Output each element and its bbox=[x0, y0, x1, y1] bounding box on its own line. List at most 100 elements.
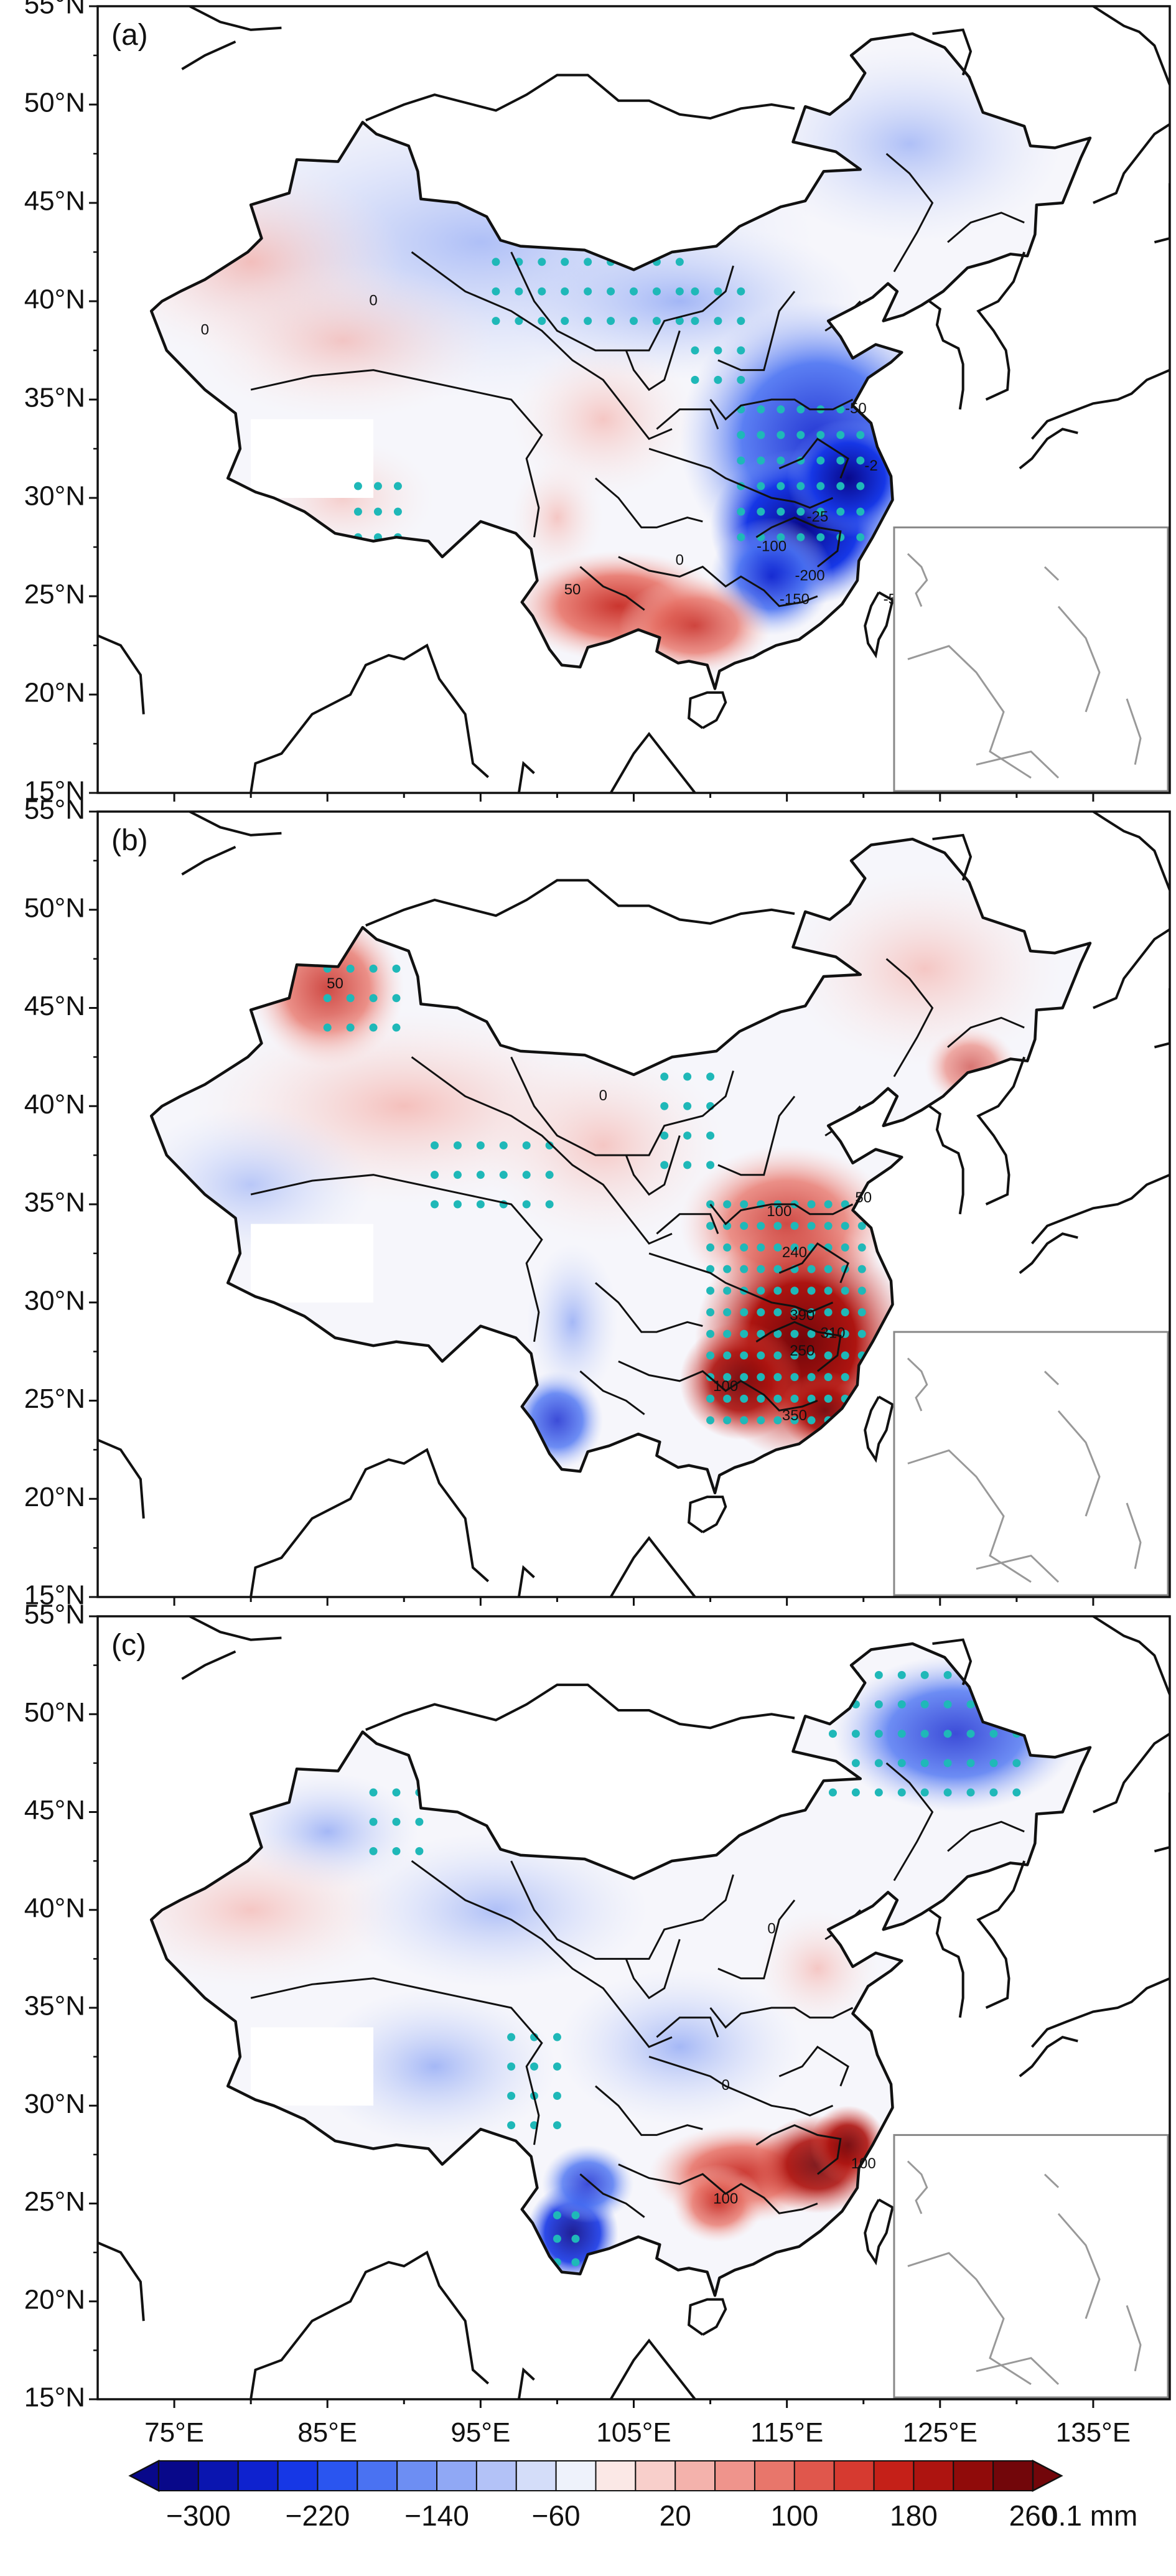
dot bbox=[828, 1700, 837, 1709]
dot bbox=[796, 533, 805, 541]
border-line bbox=[98, 2241, 145, 2321]
dot bbox=[757, 1243, 765, 1252]
contour-label: 0 bbox=[201, 322, 209, 339]
province-line bbox=[885, 152, 934, 273]
dot bbox=[706, 1416, 715, 1425]
lat-tick-label: 45°N bbox=[24, 186, 85, 217]
dot bbox=[828, 1788, 837, 1797]
dot bbox=[660, 1102, 669, 1110]
colorbar-swatch bbox=[436, 2460, 477, 2491]
dot bbox=[723, 1373, 732, 1382]
lat-tick-label: 55°N bbox=[24, 795, 85, 825]
dot bbox=[740, 1243, 749, 1252]
dot bbox=[522, 1141, 531, 1150]
map-panel-c: 0 100 100 0 15°N 20°N 25°N 30°N 35°N 40°N 45°N 50°N… bbox=[24, 1599, 1171, 2413]
dot bbox=[737, 287, 745, 296]
dot bbox=[757, 1416, 765, 1425]
dot bbox=[538, 317, 546, 326]
inset-line bbox=[1057, 606, 1101, 713]
province-line bbox=[625, 1135, 681, 1196]
dot bbox=[652, 317, 661, 326]
dot bbox=[706, 1308, 715, 1317]
panel-label: (a) bbox=[111, 19, 148, 52]
contour-label: 100 bbox=[713, 1378, 738, 1395]
contour-label: 50 bbox=[855, 1189, 872, 1206]
anomaly-blob bbox=[925, 1028, 1017, 1107]
dot bbox=[874, 1730, 883, 1738]
dot bbox=[723, 1394, 732, 1403]
border-line bbox=[250, 2250, 490, 2399]
dot bbox=[545, 1171, 554, 1179]
border-line bbox=[189, 6, 282, 31]
dot bbox=[507, 2062, 516, 2071]
dot bbox=[346, 994, 355, 1003]
dot bbox=[740, 1329, 749, 1338]
china-border bbox=[149, 32, 1092, 690]
colorbar-swatch bbox=[357, 2460, 398, 2491]
dot bbox=[790, 1329, 799, 1338]
dot bbox=[369, 964, 378, 973]
dot bbox=[453, 1200, 462, 1209]
border-line bbox=[365, 73, 795, 122]
dot bbox=[737, 317, 745, 326]
dot bbox=[790, 1308, 799, 1317]
dot bbox=[757, 405, 765, 414]
anomaly-blob bbox=[541, 2145, 634, 2223]
dot bbox=[723, 1265, 732, 1273]
dot bbox=[824, 1265, 833, 1273]
dot bbox=[346, 964, 355, 973]
lat-tick-label: 30°N bbox=[24, 481, 85, 512]
province-line bbox=[755, 1321, 842, 1372]
border-line bbox=[928, 1909, 964, 2018]
dot bbox=[841, 1222, 849, 1230]
dot bbox=[807, 1373, 816, 1382]
colorbar-swatch bbox=[237, 2460, 279, 2491]
border-line bbox=[517, 761, 535, 793]
dot bbox=[824, 1373, 833, 1382]
province-line bbox=[656, 2016, 719, 2038]
colorbar-swatch bbox=[158, 2460, 199, 2491]
dot bbox=[897, 1730, 906, 1738]
dot bbox=[807, 1329, 816, 1338]
lat-tick-label: 55°N bbox=[24, 0, 85, 20]
dot bbox=[683, 1161, 692, 1169]
dot bbox=[943, 1670, 952, 1679]
lat-tick-label: 25°N bbox=[24, 2186, 85, 2217]
dot bbox=[851, 1730, 860, 1738]
dot bbox=[836, 456, 845, 465]
province-line bbox=[625, 1939, 681, 2000]
dot bbox=[740, 1351, 749, 1360]
dot bbox=[737, 456, 745, 465]
lat-tick-label: 40°N bbox=[24, 1089, 85, 1120]
border-line bbox=[932, 833, 973, 881]
dot bbox=[790, 1243, 799, 1252]
dot bbox=[714, 317, 722, 326]
dot bbox=[966, 1730, 975, 1738]
border-line bbox=[1154, 1792, 1170, 1853]
dot bbox=[607, 317, 615, 326]
dot bbox=[740, 1394, 749, 1403]
dot bbox=[571, 2211, 580, 2219]
inset-map bbox=[893, 1331, 1169, 1596]
dot bbox=[773, 1243, 782, 1252]
dot bbox=[790, 1286, 799, 1295]
dot bbox=[920, 1788, 929, 1797]
colorbar-swatch bbox=[396, 2460, 438, 2491]
dot bbox=[757, 431, 765, 439]
inset-line bbox=[976, 1554, 1060, 1583]
province-line bbox=[778, 438, 849, 479]
dot bbox=[966, 1788, 975, 1797]
dot bbox=[757, 1308, 765, 1317]
china-border bbox=[149, 1642, 1092, 2297]
dot bbox=[773, 1222, 782, 1230]
inset-line bbox=[907, 645, 1032, 779]
dot bbox=[816, 456, 825, 465]
contour-label: 100 bbox=[851, 2155, 876, 2172]
dot bbox=[807, 1351, 816, 1360]
dot bbox=[584, 258, 592, 266]
dot bbox=[841, 1308, 849, 1317]
contour-label: 50 bbox=[564, 581, 581, 598]
province-line bbox=[656, 1213, 719, 1235]
contour-label: 0 bbox=[369, 292, 377, 309]
border-line bbox=[1093, 123, 1170, 204]
